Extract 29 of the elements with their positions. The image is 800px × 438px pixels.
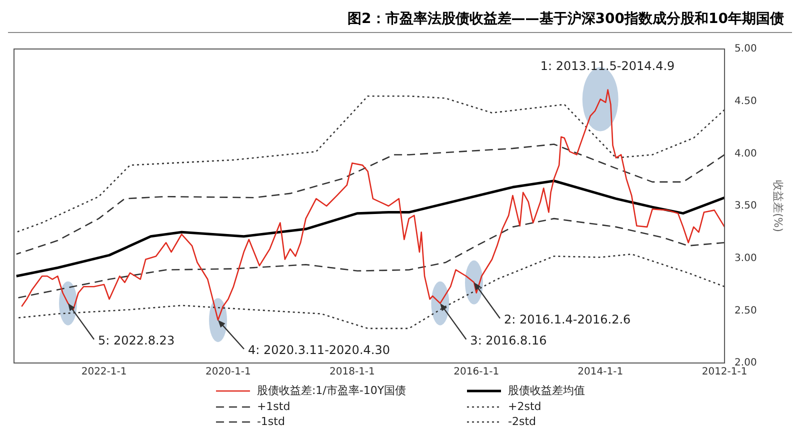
y-tick-label: 5.00	[734, 44, 757, 55]
chart-title: 图2：市盈率法股债收益差——基于沪深300指数成分股和10年期国债	[8, 8, 792, 33]
x-tick-label: 2020-1-1	[206, 366, 251, 378]
line-series	[16, 218, 725, 299]
legend-label: +1std	[256, 400, 290, 413]
y-tick-label: 2.50	[734, 305, 757, 316]
annotation: 2: 2016.1.4-2016.2.6	[504, 312, 631, 327]
x-tick-label: 2012-1-1	[702, 366, 748, 378]
legend-label: -2std	[508, 415, 536, 428]
y-axis-title: 收益差(%)	[772, 180, 785, 232]
x-tick-label: 2016-1-1	[454, 366, 500, 378]
y-tick-label: 4.00	[734, 148, 757, 160]
annotation: 5: 2022.8.23	[98, 333, 175, 348]
annotation: 4: 2020.3.11-2020.4.30	[248, 343, 390, 358]
legend-label: -1std	[256, 415, 285, 428]
x-tick-label: 2014-1-1	[578, 366, 624, 378]
line-series	[16, 95, 725, 233]
y-tick-label: 3.00	[734, 252, 757, 264]
legend-label: 股债收益差均值	[508, 383, 586, 398]
legend-label: 股债收益差:1/市盈率-10Y国债	[256, 383, 406, 398]
x-tick-label: 2022-1-1	[81, 366, 127, 378]
legend-label: +2std	[508, 400, 542, 413]
annotation: 3: 2016.8.16	[470, 333, 547, 348]
line-series	[16, 253, 725, 330]
y-tick-label: 4.50	[734, 96, 757, 107]
x-tick-label: 2018-1-1	[330, 366, 375, 378]
line-series	[16, 144, 725, 255]
y-tick-label: 3.50	[734, 200, 757, 212]
annotation: 1: 2013.11.5-2014.4.9	[540, 59, 675, 74]
